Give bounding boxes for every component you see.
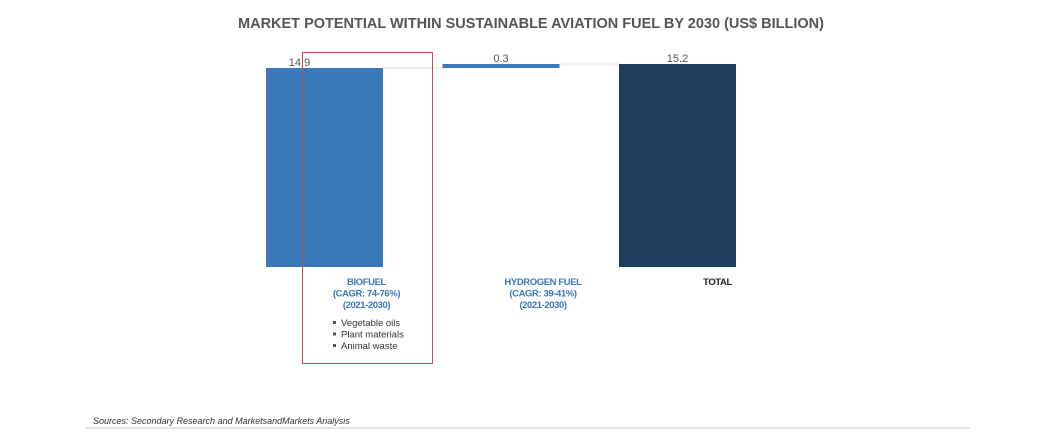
category-labels-group: BIOFUEL(CAGR: 74-76%)(2021-2030)HYDROGEN… [333, 277, 733, 311]
bullet-marker-icon [333, 344, 336, 347]
bar-biofuel [266, 68, 383, 267]
bar-total [619, 64, 736, 267]
bullet-item: Animal waste [341, 341, 398, 352]
bar-hydrogen-fuel [442, 64, 560, 69]
category-label-hydrogen-fuel: HYDROGEN FUEL [504, 277, 582, 288]
category-label-biofuel: BIOFUEL [347, 277, 386, 288]
value-label-hydrogen-fuel: 0.3 [493, 53, 508, 65]
bullet-item: Vegetable oils [341, 318, 400, 329]
bars-group [266, 64, 736, 267]
category-label-total: TOTAL [703, 277, 732, 288]
value-label-total: 15.2 [667, 53, 688, 65]
category-label-hydrogen-fuel-line1: (CAGR: 39-41%) [509, 289, 576, 300]
bullet-item: Plant materials [341, 330, 404, 341]
bullet-marker-icon [333, 332, 336, 336]
biofuel-highlight-box [302, 52, 433, 364]
bullet-marker-icon [333, 321, 336, 324]
source-note: Sources: Secondary Research and Marketsa… [93, 416, 350, 426]
category-label-hydrogen-fuel-line2: (2021-2030) [519, 300, 567, 311]
value-labels-group: 14.9 0.3 15.2 [289, 53, 688, 69]
value-label-biofuel: 14.9 [289, 57, 310, 69]
category-label-biofuel-line2: (2021-2030) [343, 300, 391, 311]
chart-title: MARKET POTENTIAL WITHIN SUSTAINABLE AVIA… [238, 16, 824, 32]
category-label-biofuel-line1: (CAGR: 74-76%) [333, 289, 400, 300]
